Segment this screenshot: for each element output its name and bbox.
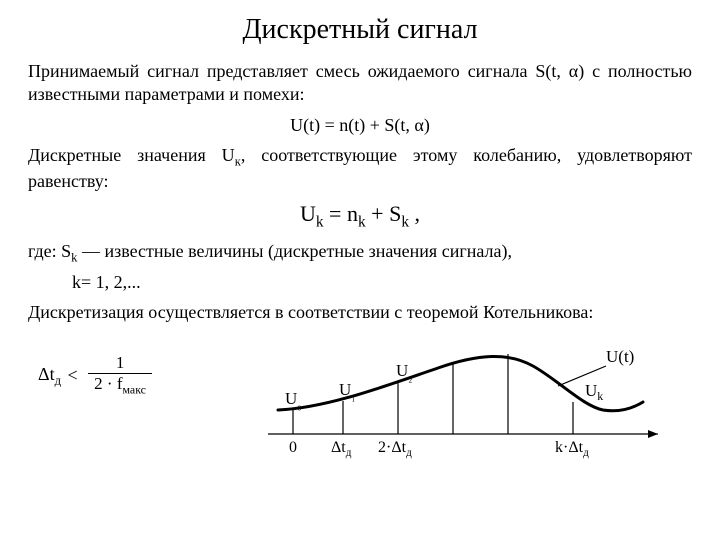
dt-lhs: Δtд <box>38 364 61 384</box>
den-a: 2 · f <box>94 374 122 393</box>
eq2-tail: , <box>409 201 420 226</box>
paragraph-discrete: Дискретные значения Uк, соответствующие … <box>28 144 692 193</box>
lt-sign: < <box>66 365 80 386</box>
svg-text:k·Δtд: k·Δtд <box>555 439 589 459</box>
paragraph-intro: Принимаемый сигнал представляет смесь ож… <box>28 60 692 107</box>
svg-text:U₀: U₀ <box>285 389 301 411</box>
svg-text:U₁: U₁ <box>339 380 355 402</box>
svg-text:Uk: Uk <box>585 381 603 403</box>
paragraph-kotelnikov: Дискретизация осуществляется в соответст… <box>28 301 692 324</box>
fraction-num: 1 <box>88 354 152 374</box>
eq2-U: U <box>300 201 316 226</box>
fraction-den: 2 · fмакс <box>88 374 152 397</box>
paragraph-where-k: k= 1, 2,... <box>28 271 692 294</box>
den-sub: макс <box>122 382 145 396</box>
p2-text-a: Дискретные значения U <box>28 145 235 165</box>
svg-text:2·Δtд: 2·Δtд <box>378 439 412 459</box>
p3-b: — известные величины (дискретные значени… <box>77 241 512 261</box>
dt-lhs-a: Δt <box>38 364 55 384</box>
svg-text:U₂: U₂ <box>396 361 412 383</box>
svg-text:0: 0 <box>289 439 297 456</box>
bottom-row: Δtд < 1 2 · fмакс U₀ 0 U₁ Δtд U₂ 2·Δtд Uk k·Δtд… <box>28 330 692 465</box>
eq2-Ssub: k <box>401 214 409 231</box>
eq2-Usub: k <box>316 214 324 231</box>
svg-text:Δtд: Δtд <box>331 439 352 459</box>
svg-text:U(t): U(t) <box>606 347 634 366</box>
signal-diagram: U₀ 0 U₁ Δtд U₂ 2·Δtд Uk k·Δtд U(t) <box>238 330 692 465</box>
eq2-n: = n <box>324 201 358 226</box>
equation-2: Uk = nk + Sk , <box>28 201 692 231</box>
sampling-inequality: Δtд < 1 2 · fмакс <box>28 330 238 396</box>
equation-1: U(t) = n(t) + S(t, α) <box>28 115 692 136</box>
p3-a: где: S <box>28 241 71 261</box>
signal-svg: U₀ 0 U₁ Δtд U₂ 2·Δtд Uk k·Δtд U(t) <box>238 330 668 460</box>
eq2-nsub: k <box>358 214 366 231</box>
fraction: 1 2 · fмакс <box>88 354 152 396</box>
paragraph-where: где: Sk — известные величины (дискретные… <box>28 240 692 266</box>
page-title: Дискретный сигнал <box>28 14 692 46</box>
dt-lhs-sub: д <box>55 373 61 387</box>
eq2-S: + S <box>366 201 402 226</box>
